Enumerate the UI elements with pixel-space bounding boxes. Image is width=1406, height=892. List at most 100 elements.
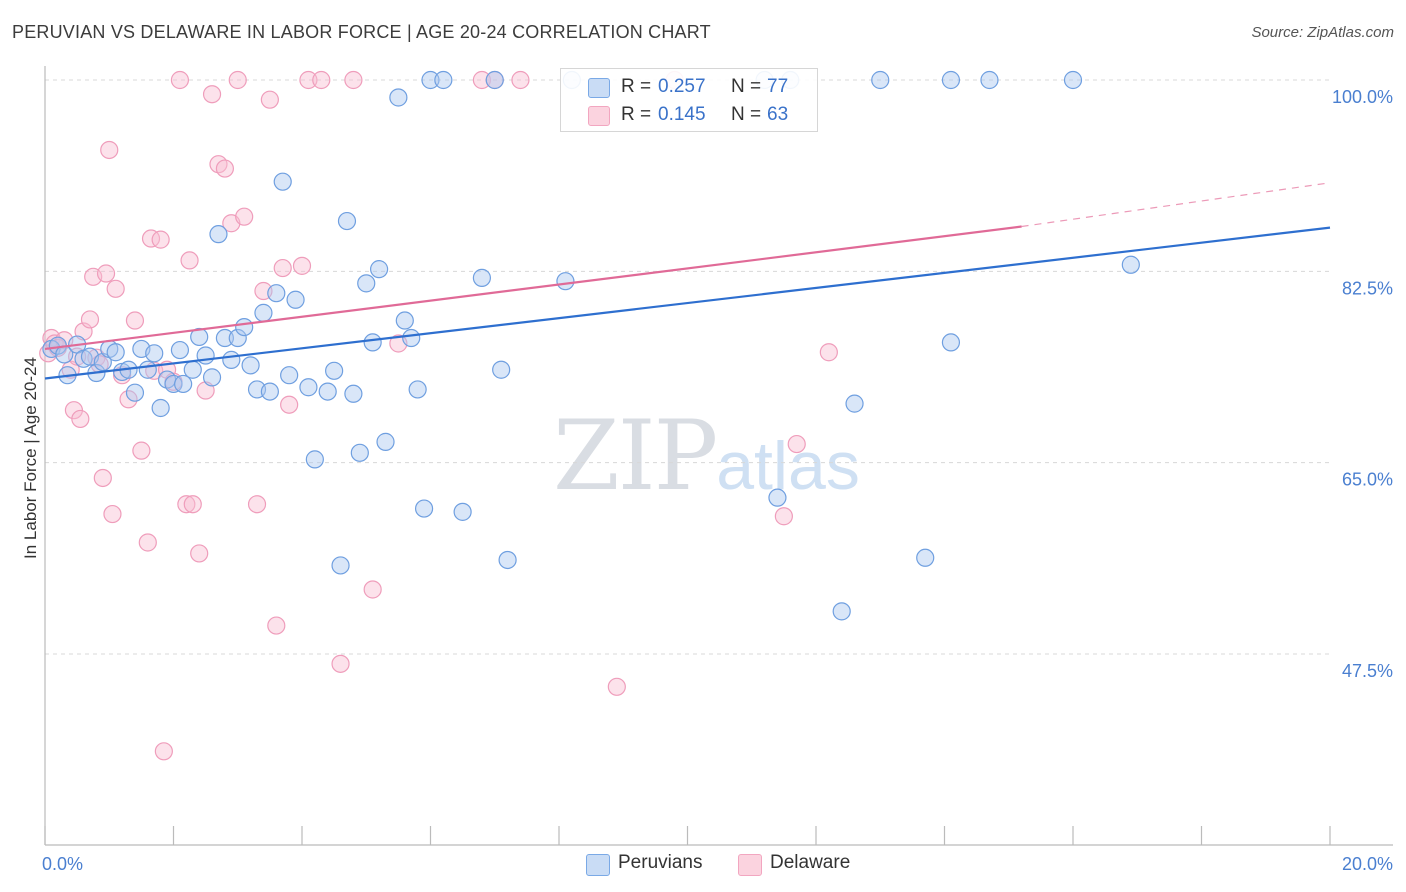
peruvians-point xyxy=(768,488,787,507)
delaware-point xyxy=(312,70,331,90)
delaware-point xyxy=(774,507,793,526)
legend-row-peruvians: R = 0.257 N = 77 xyxy=(561,73,817,103)
delaware-point xyxy=(100,140,119,160)
peruvians-point xyxy=(492,360,511,379)
delaware-trend-extension xyxy=(1021,182,1331,228)
peruvians-point xyxy=(395,311,414,330)
peruvians-point xyxy=(980,70,999,90)
peruvians-point xyxy=(1063,70,1083,90)
peruvians-trend-line xyxy=(44,226,1331,380)
delaware-point xyxy=(106,279,125,298)
axes xyxy=(44,66,1393,846)
peruvians-point xyxy=(357,274,376,293)
peruvians-point xyxy=(222,350,241,369)
y-tick-label: 47.5% xyxy=(1342,661,1393,681)
peruvians-point xyxy=(174,374,193,394)
delaware-point xyxy=(260,90,279,109)
delaware-point xyxy=(151,230,170,249)
legend-swatch-delaware xyxy=(588,106,610,126)
legend-row-delaware: R = 0.145 N = 63 xyxy=(561,101,817,131)
series-label-delaware: Delaware xyxy=(770,852,851,873)
peruvians-point xyxy=(228,328,247,348)
peruvians-point xyxy=(376,432,395,451)
peruvians-point xyxy=(145,344,164,363)
delaware-point xyxy=(215,159,234,178)
peruvians-point xyxy=(350,443,369,462)
x-tick-labels: 0.0% 20.0% xyxy=(42,854,1393,874)
peruvians-point xyxy=(151,398,170,418)
series-swatch-peruvians xyxy=(586,854,610,876)
delaware-point xyxy=(247,495,267,514)
chart-title: PERUVIAN VS DELAWARE IN LABOR FORCE | AG… xyxy=(12,22,711,42)
peruvians-point xyxy=(260,382,279,401)
legend-r-value: 0.257 xyxy=(658,76,706,97)
peruvians-point xyxy=(280,366,299,385)
delaware-points xyxy=(39,70,838,761)
delaware-point xyxy=(177,495,196,514)
peruvians-point xyxy=(832,602,851,621)
peruvians-point xyxy=(305,450,324,469)
legend-n-label: N = xyxy=(731,104,762,125)
delaware-point xyxy=(138,533,157,552)
peruvians-point xyxy=(1121,255,1140,274)
peruvians-point xyxy=(337,211,357,231)
peruvians-point xyxy=(941,70,961,90)
legend-n-value: 77 xyxy=(767,76,789,97)
peruvians-point xyxy=(498,550,517,570)
delaware-point xyxy=(819,343,838,362)
gridlines xyxy=(45,79,1330,655)
series-label-peruvians: Peruvians xyxy=(618,852,703,873)
legend-r-value: 0.145 xyxy=(658,104,706,125)
peruvians-point xyxy=(453,502,472,521)
peruvians-point xyxy=(106,343,125,362)
peruvians-point xyxy=(215,328,234,348)
delaware-point xyxy=(170,70,190,90)
peruvians-point xyxy=(183,360,202,379)
delaware-point xyxy=(180,251,199,270)
peruvians-point xyxy=(286,290,305,309)
x-tick-label: 0.0% xyxy=(42,854,83,874)
delaware-point xyxy=(299,70,318,90)
legend-swatch-peruvians xyxy=(588,78,610,98)
delaware-point xyxy=(154,742,173,761)
delaware-trend-line xyxy=(44,225,1022,351)
peruvians-point xyxy=(916,548,935,567)
delaware-point xyxy=(96,264,116,283)
peruvians-point xyxy=(845,394,864,413)
peruvians-point xyxy=(138,360,157,379)
peruvians-point xyxy=(871,70,890,90)
peruvians-point xyxy=(363,333,382,352)
peruvians-point xyxy=(414,499,434,518)
peruvians-point xyxy=(318,382,337,401)
x-tick-label: 20.0% xyxy=(1342,854,1393,874)
delaware-point xyxy=(472,70,491,90)
delaware-point xyxy=(80,310,100,329)
peruvians-point xyxy=(434,70,453,90)
peruvians-point xyxy=(421,70,440,90)
y-tick-label: 100.0% xyxy=(1332,87,1393,107)
trend-lines xyxy=(44,182,1331,380)
source-label: Source: ZipAtlas.com xyxy=(1251,24,1394,41)
delaware-point xyxy=(228,70,247,90)
peruvians-point xyxy=(202,368,222,387)
peruvians-point xyxy=(485,70,504,90)
delaware-point xyxy=(93,468,112,488)
y-tick-labels: 100.0% 82.5% 65.0% 47.5% xyxy=(1332,87,1393,681)
peruvians-point xyxy=(209,225,228,244)
delaware-point xyxy=(331,654,350,673)
peruvians-point xyxy=(472,268,491,287)
delaware-point xyxy=(292,256,312,275)
correlation-legend: R = 0.257 N = 77 R = 0.145 N = 63 xyxy=(560,68,818,132)
delaware-point xyxy=(183,495,202,514)
peruvians-point xyxy=(170,340,190,360)
delaware-point xyxy=(141,229,161,248)
delaware-point xyxy=(787,434,806,454)
peruvians-point xyxy=(389,88,408,107)
series-swatch-delaware xyxy=(738,854,762,876)
delaware-point xyxy=(202,85,222,104)
peruvians-point xyxy=(164,374,183,394)
peruvians-point xyxy=(299,378,318,397)
delaware-point xyxy=(267,616,286,635)
peruvians-point xyxy=(254,303,273,322)
peruvians-point xyxy=(370,260,389,279)
